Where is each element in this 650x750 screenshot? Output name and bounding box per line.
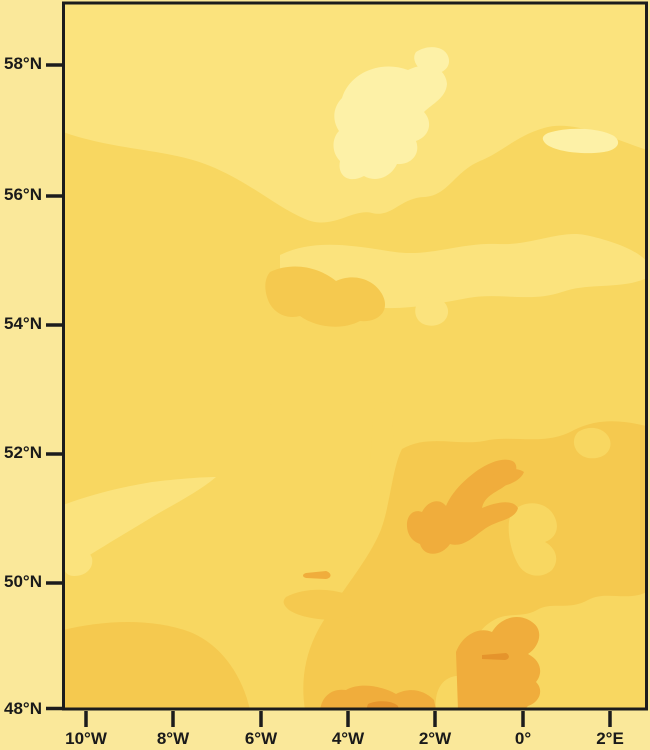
contour-fill-layers xyxy=(63,2,647,710)
y-tick-label-52n: 52°N xyxy=(4,443,42,462)
contour-level-3-island-a xyxy=(508,503,557,576)
contour-level-4-lobe-se xyxy=(303,421,647,710)
contour-level-1-cluster xyxy=(333,65,447,180)
contour-level-2-wedge xyxy=(63,477,216,565)
x-tick-label-8w: 8°W xyxy=(156,729,190,748)
x-tick-label-4w: 4°W xyxy=(331,729,365,748)
x-tick-label-10w: 10°W xyxy=(65,729,107,748)
contour-level-3-channel xyxy=(369,402,395,497)
contour-level-3-island-b xyxy=(573,427,611,459)
contour-level-4-lobe-sw xyxy=(63,622,250,710)
x-axis-ticks xyxy=(84,711,612,727)
x-tick-label-0: 0° xyxy=(514,729,532,748)
contour-level-4-patch-south xyxy=(283,589,361,620)
contour-level-2-blob-center xyxy=(415,297,449,326)
y-tick-label-48n: 48°N xyxy=(4,699,42,718)
contour-level-1-patch-b xyxy=(542,128,619,154)
contour-level-1-patch-a xyxy=(414,47,450,74)
x-tick-label-2e: 2°E xyxy=(596,729,624,748)
contour-level-3-fleck xyxy=(258,404,278,425)
x-tick-label-6w: 6°W xyxy=(244,729,278,748)
plot-border xyxy=(62,1,648,711)
y-axis-ticks xyxy=(46,63,62,711)
y-tick-label-54n: 54°N xyxy=(4,314,42,333)
y-tick-label-58n: 58°N xyxy=(4,54,42,73)
contour-level-4-patch-center xyxy=(265,266,386,327)
contour-level-5-south-blob-west xyxy=(320,685,436,710)
contour-level-5-dash xyxy=(303,571,331,579)
contour-level-5-south-blob xyxy=(456,617,541,710)
contour-level-5-sliver xyxy=(486,469,524,488)
y-tick-label-50n: 50°N xyxy=(4,572,42,591)
x-tick-label-2w: 2°W xyxy=(418,729,452,748)
contour-level-6-dash-a xyxy=(482,653,509,660)
y-tick-label-56n: 56°N xyxy=(4,185,42,204)
